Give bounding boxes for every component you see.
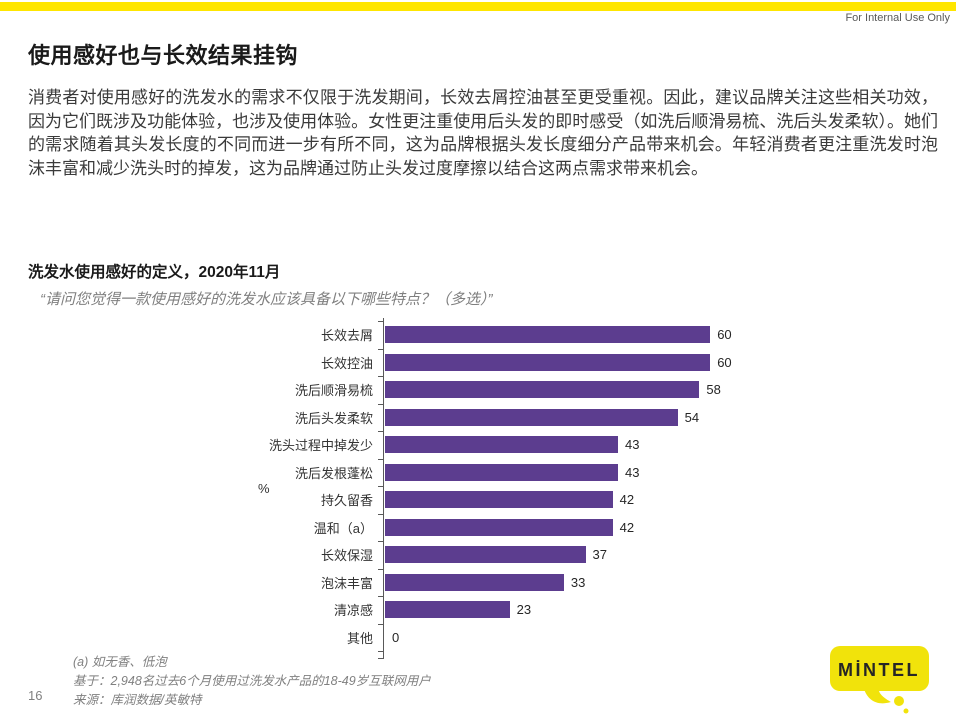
bar-category-label: 长效控油 [320,355,373,371]
bar [385,381,700,399]
axis-tick [378,321,383,322]
bar-chart: % 长效去屑 60 长效控油 60 洗后顺滑易梳 58 洗后头发柔软 54 洗头过程中掉发少 43… [28,318,933,668]
bar [385,573,564,591]
chart-title: 洗发水使用感好的定义，2020年11月 [28,264,281,281]
bar-row: 洗后头发柔软 54 [28,404,732,432]
mintel-logo: MİNTEL [828,644,938,718]
footnote-source: 来源：库润数据/英敏特 [73,693,202,707]
bar-row: 长效保湿 37 [28,541,732,569]
body-paragraph: 消费者对使用感好的洗发水的需求不仅限于洗发期间，长效去屑控油甚至更受重视。因此，… [28,88,938,178]
bar-category-label: 长效保湿 [320,548,373,564]
bar [385,408,678,426]
axis-tick [378,348,383,350]
axis-tick [378,403,383,405]
bar-category-label: 洗后顺滑易梳 [294,383,373,399]
bar-category-label: 长效去屑 [320,328,373,344]
bar-category-label: 其他 [346,630,373,646]
axis-tick [378,513,383,515]
bar [385,326,711,344]
axis-tick [378,458,383,460]
top-accent-bar [0,2,956,11]
bar-value-label: 54 [684,409,700,425]
logo-text: MİNTEL [838,660,920,680]
bar-category-label: 洗后头发柔软 [294,410,373,426]
bar-row: 泡沫丰富 33 [28,569,732,597]
logo-dot-small [903,708,909,714]
axis-tick [378,596,383,597]
axis-tick [378,376,383,377]
bar-value-label: 42 [619,519,635,535]
bar-value-label: 33 [570,574,586,590]
bar-value-label: 23 [516,602,532,618]
bar-value-label: 60 [717,327,732,343]
bar-row: 持久留香 42 [28,486,732,514]
bar-row: 清凉感 23 [28,596,732,624]
axis-tick [378,651,383,652]
bar [385,518,613,536]
page-number: 16 [28,688,43,703]
page-title: 使用感好也与长效结果挂钩 [28,43,299,68]
bar-value-label: 60 [717,354,732,370]
bar-row: 洗后顺滑易梳 58 [28,376,732,404]
mintel-logo-graphic: MİNTEL [830,646,929,714]
axis-tick [378,541,383,542]
footnote-a: (a) 如无香、低泡 [73,655,167,669]
bar-row: 其他 0 [28,624,732,652]
bar-value-label: 43 [625,437,640,453]
bar-value-label: 43 [625,464,640,480]
axis-tick [378,568,383,570]
bar-row: 洗后发根蓬松 43 [28,459,732,487]
bar-value-label: 37 [592,547,607,563]
classification-label: For Internal Use Only [845,12,950,24]
logo-bubble [830,646,929,691]
bar [385,353,711,371]
y-axis-unit-label: % [258,481,270,496]
bar-row: 长效控油 60 [28,349,732,377]
bar [385,546,586,564]
bar [385,491,613,509]
axis-tick [378,658,383,659]
axis-tick [378,486,383,487]
bar-row: 温和（a） 42 [28,514,732,542]
bar [385,436,619,454]
bar-category-label: 温和（a） [313,520,373,536]
bar [385,601,510,619]
axis-tick [378,623,383,625]
chart-axis [378,318,384,659]
footnote-base: 基于：2,948名过去6个月使用过洗发水产品的18-49岁互联网用户 [73,674,431,688]
bar-value-label: 58 [706,382,721,398]
bar-value-label: 42 [619,492,635,508]
logo-dot-large [894,696,904,706]
bar-category-label: 洗头过程中掉发少 [268,438,373,454]
bar-category-label: 洗后发根蓬松 [294,465,373,481]
bar-value-label: 0 [392,629,400,645]
bar-category-label: 清凉感 [333,603,373,619]
bar-row: 长效去屑 60 [28,321,732,349]
bar-category-label: 持久留香 [320,493,373,509]
bar-row: 洗头过程中掉发少 43 [28,431,732,459]
bar [385,463,619,481]
chart-question: “请问您觉得一款使用感好的洗发水应该具备以下哪些特点？（多选）” [40,291,493,308]
bar-category-label: 泡沫丰富 [320,575,373,591]
axis-tick [378,431,383,432]
logo-tail [864,689,891,704]
bar-chart-rows: 长效去屑 60 长效控油 60 洗后顺滑易梳 58 洗后头发柔软 54 洗头过程中掉发少 43 洗后… [28,321,732,651]
